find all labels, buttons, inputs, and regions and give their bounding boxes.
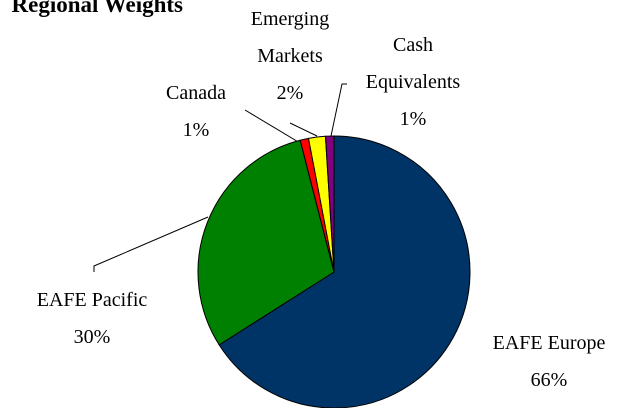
slice-label: Canada 1% <box>146 75 246 149</box>
value-label: 2% <box>276 82 304 104</box>
category-label: Canada <box>166 82 226 104</box>
slice-label: EAFE Pacific 30% <box>0 282 192 356</box>
category-label: Emerging Markets <box>250 8 330 67</box>
pie-slice <box>324 135 335 273</box>
slice-label: Cash Equivalents 1% <box>358 27 468 138</box>
category-label: Cash Equivalents <box>365 34 461 93</box>
slice-label: EAFE Europe 66% <box>449 325 637 399</box>
value-label: 30% <box>73 326 111 348</box>
leader-line <box>289 122 318 137</box>
value-label: 1% <box>399 108 427 130</box>
pie-slice <box>197 139 335 346</box>
category-label: EAFE Pacific <box>36 289 148 311</box>
leader-line <box>244 109 301 144</box>
value-label: 1% <box>182 119 210 141</box>
pie-slice <box>218 135 471 408</box>
value-label: 66% <box>530 369 568 391</box>
category-label: EAFE Europe <box>492 332 606 354</box>
leader-line <box>93 216 209 272</box>
leader-line <box>330 83 347 137</box>
chart-title: Regional Weights <box>11 0 183 17</box>
slice-label: Emerging Markets 2% <box>245 1 335 112</box>
leader-lines <box>93 83 347 272</box>
